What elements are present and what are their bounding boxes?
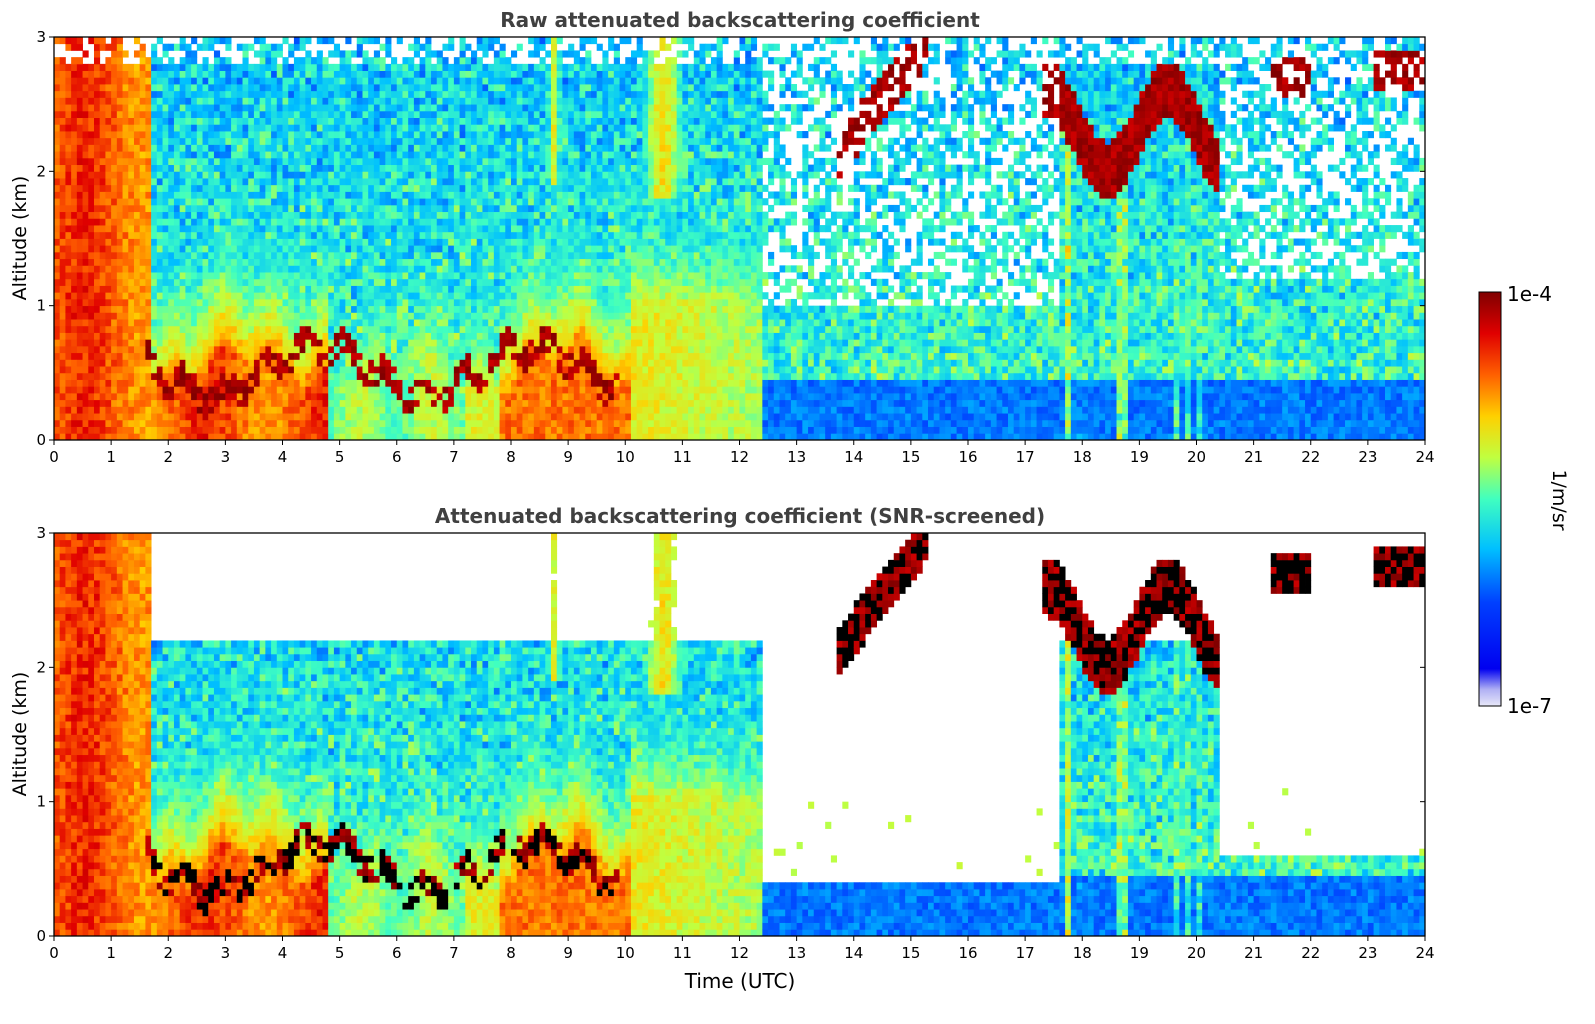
- colorbar-gradient: [1479, 292, 1501, 706]
- x-axis-label: Time (UTC): [684, 969, 796, 993]
- x-tick-label: 4: [278, 448, 288, 466]
- heatmap: [54, 37, 1425, 440]
- x-tick-label: 12: [730, 944, 749, 962]
- x-tick-label: 9: [563, 448, 573, 466]
- panel-title: Attenuated backscattering coefficient (S…: [435, 504, 1045, 528]
- x-tick-label: 10: [616, 944, 635, 962]
- x-tick-label: 4: [278, 944, 288, 962]
- screened-backscatter-panel: Attenuated backscattering coefficient (S…: [9, 504, 1435, 993]
- y-tick-label: 2: [36, 658, 46, 676]
- y-tick-label: 0: [36, 431, 46, 449]
- x-tick-label: 21: [1244, 944, 1263, 962]
- x-tick-label: 16: [958, 944, 977, 962]
- colorbar-unit-label: 1/m/sr: [1548, 469, 1570, 530]
- x-tick-label: 15: [901, 944, 920, 962]
- x-tick-label: 12: [730, 448, 749, 466]
- y-tick-label: 3: [36, 524, 46, 542]
- x-tick-label: 7: [449, 448, 459, 466]
- colorbar: 1e-4 1e-7 1/m/sr: [1479, 282, 1570, 718]
- x-tick-label: 22: [1301, 944, 1320, 962]
- x-tick-label: 17: [1016, 448, 1035, 466]
- x-tick-label: 6: [392, 944, 402, 962]
- x-tick-label: 23: [1358, 944, 1377, 962]
- y-tick-label: 1: [36, 297, 46, 315]
- x-tick-label: 16: [958, 448, 977, 466]
- x-tick-label: 5: [335, 448, 345, 466]
- x-tick-label: 21: [1244, 448, 1263, 466]
- x-tick-label: 3: [221, 944, 231, 962]
- x-tick-label: 6: [392, 448, 402, 466]
- x-tick-label: 0: [49, 448, 59, 466]
- x-tick-label: 15: [901, 448, 920, 466]
- x-tick-label: 8: [506, 448, 516, 466]
- x-tick-label: 8: [506, 944, 516, 962]
- colorbar-max-label: 1e-4: [1507, 282, 1552, 306]
- x-tick-label: 3: [221, 448, 231, 466]
- colorbar-min-label: 1e-7: [1507, 694, 1552, 718]
- x-tick-label: 9: [563, 944, 573, 962]
- x-tick-label: 11: [673, 448, 692, 466]
- x-tick-label: 13: [787, 944, 806, 962]
- x-tick-label: 18: [1073, 944, 1092, 962]
- x-tick-label: 24: [1415, 448, 1434, 466]
- x-tick-label: 14: [844, 448, 863, 466]
- x-tick-label: 11: [673, 944, 692, 962]
- x-tick-label: 24: [1415, 944, 1434, 962]
- y-tick-label: 3: [36, 28, 46, 46]
- x-tick-label: 22: [1301, 448, 1320, 466]
- x-tick-label: 0: [49, 944, 59, 962]
- x-tick-label: 5: [335, 944, 345, 962]
- y-tick-label: 1: [36, 793, 46, 811]
- y-axis-label: Altitude (km): [9, 672, 31, 797]
- x-tick-label: 2: [163, 944, 173, 962]
- y-tick-label: 0: [36, 927, 46, 945]
- y-axis-label: Altitude (km): [9, 176, 31, 301]
- panel-title: Raw attenuated backscattering coefficien…: [500, 8, 980, 32]
- x-tick-label: 20: [1187, 448, 1206, 466]
- x-tick-label: 1: [106, 448, 116, 466]
- x-tick-label: 19: [1130, 448, 1149, 466]
- x-tick-label: 2: [163, 448, 173, 466]
- x-tick-label: 18: [1073, 448, 1092, 466]
- x-tick-label: 10: [616, 448, 635, 466]
- x-tick-label: 17: [1016, 944, 1035, 962]
- x-tick-label: 14: [844, 944, 863, 962]
- x-tick-label: 23: [1358, 448, 1377, 466]
- x-tick-label: 20: [1187, 944, 1206, 962]
- x-tick-label: 1: [106, 944, 116, 962]
- x-tick-label: 13: [787, 448, 806, 466]
- y-tick-label: 2: [36, 162, 46, 180]
- x-tick-label: 7: [449, 944, 459, 962]
- x-tick-label: 19: [1130, 944, 1149, 962]
- raw-backscatter-panel: Raw attenuated backscattering coefficien…: [9, 8, 1435, 466]
